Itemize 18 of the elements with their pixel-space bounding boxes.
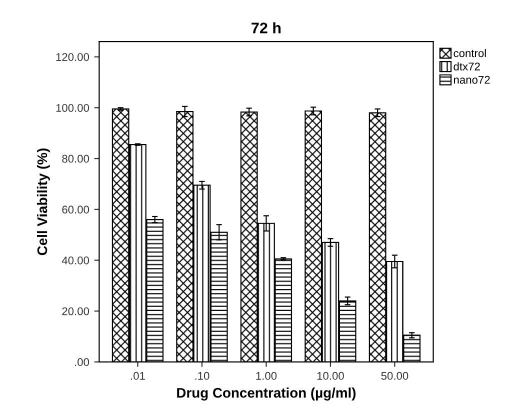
- y-tick-label: 120.00: [56, 53, 90, 61]
- y-tick-label: 80.00: [62, 154, 90, 163]
- x-tick-label: 10.00: [317, 372, 344, 380]
- legend-label: nano72: [454, 76, 490, 84]
- legend-label: dtx72: [454, 62, 480, 70]
- y-tick-label: 100.00: [56, 104, 90, 112]
- legend-label: control: [454, 48, 486, 58]
- y-tick-label: 60.00: [62, 206, 90, 214]
- x-tick-label: .10: [195, 372, 210, 380]
- x-axis-title: Drug Concentration (µg/ml): [177, 388, 356, 401]
- chart-title: 72 h: [252, 22, 281, 34]
- y-tick-label: .00: [75, 358, 90, 366]
- y-tick-label: 40.00: [62, 256, 90, 264]
- y-tick-label: 20.00: [62, 307, 90, 316]
- x-tick-label: 1.00: [256, 372, 277, 380]
- y-axis-title: Cell Viability (%): [36, 148, 50, 256]
- x-tick-label: 50.00: [381, 372, 408, 380]
- x-tick-label: .01: [131, 372, 145, 380]
